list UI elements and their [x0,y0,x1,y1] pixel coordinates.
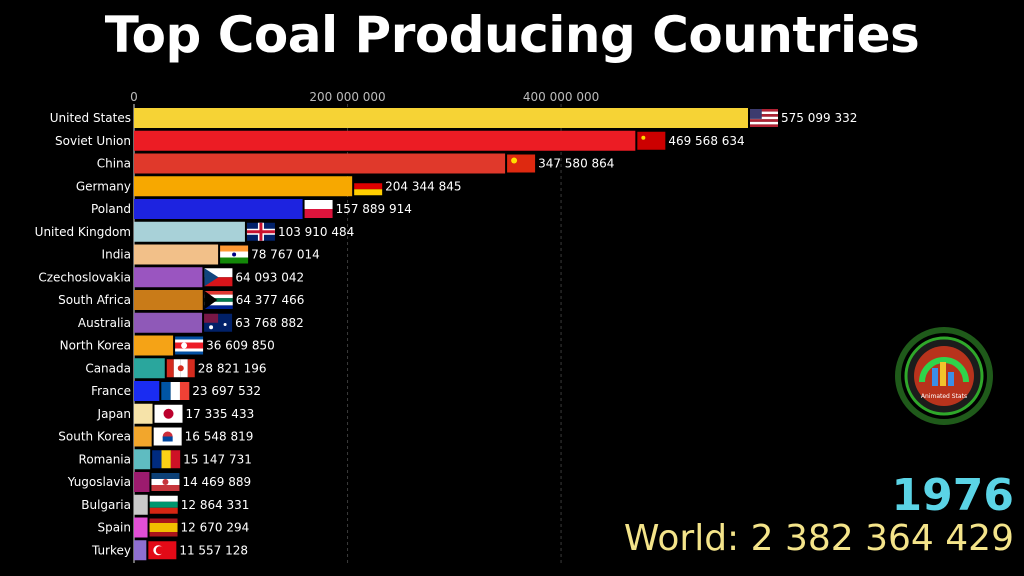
fr-flag-icon [161,382,190,400]
category-label: Romania [79,452,131,466]
bar [134,472,150,492]
bar [134,381,160,401]
cn-flag-icon [507,154,536,173]
tr-flag-icon [148,541,177,560]
category-label: Germany [76,179,131,193]
bg-flag-icon [149,495,178,514]
category-label: Yugoslavia [67,475,131,489]
us-flag-icon [750,109,778,127]
gb-flag-icon [246,222,275,241]
category-label: China [97,157,131,171]
bar [134,267,203,288]
kr-flag-icon [153,427,182,446]
category-label: Japan [97,407,131,421]
category-label: South Africa [58,293,131,307]
bar [134,290,203,310]
logo-text: Animated Stats [921,393,967,400]
value-label: 78 767 014 [251,248,320,262]
value-label: 36 609 850 [206,339,275,353]
value-label: 157 889 914 [336,202,412,216]
value-label: 23 697 532 [192,384,261,398]
bar [134,517,148,538]
category-label: South Korea [58,430,131,444]
bar [134,176,353,197]
category-label: Turkey [91,543,131,557]
bar [134,403,153,424]
category-label: Soviet Union [55,134,131,148]
value-label: 12 864 331 [181,498,250,512]
bar [134,108,748,128]
value-label: 14 469 889 [182,475,251,489]
bar [134,199,303,219]
jp-flag-icon [154,404,183,423]
in-flag-icon [220,245,249,264]
category-label: France [91,384,131,398]
za-flag-icon [204,291,233,309]
bar [134,244,219,265]
ro-flag-icon [152,450,181,469]
bar [134,358,165,379]
pl-flag-icon [304,200,333,218]
value-label: 204 344 845 [385,179,461,193]
value-label: 12 670 294 [181,521,250,535]
category-label: Poland [91,202,131,216]
x-tick-label: 400 000 000 [523,90,599,104]
bar [134,312,203,333]
page-title: Top Coal Producing Countries [104,6,920,64]
value-label: 11 557 128 [179,543,248,557]
value-label: 64 093 042 [235,270,304,284]
bar [134,494,148,515]
category-label: North Korea [60,339,131,353]
yu-flag-icon [151,473,180,491]
bar [134,426,152,447]
value-label: 347 580 864 [538,157,614,171]
kp-flag-icon [175,336,204,355]
au-flag-icon [204,313,233,332]
x-tick-label: 0 [130,90,138,104]
bar [134,221,245,242]
value-label: 28 821 196 [198,361,267,375]
bar [134,449,151,470]
year-label: 1976 [891,470,1014,521]
world-total-label: World: 2 382 364 429 [623,518,1014,559]
value-label: 64 377 466 [236,293,305,307]
category-label: Bulgaria [81,498,131,512]
animated-stats-logo: Animated Stats [895,327,993,425]
bar [134,540,147,561]
cz-flag-icon [204,268,233,287]
ca-flag-icon [166,359,195,378]
value-label: 575 099 332 [781,111,857,125]
bar [134,130,636,151]
bar [134,335,174,356]
de-flag-icon [354,177,383,196]
es-flag-icon [149,518,178,537]
category-label: United Kingdom [35,225,131,239]
value-label: 15 147 731 [183,452,252,466]
su-flag-icon [637,131,666,150]
x-tick-label: 200 000 000 [309,90,385,104]
bar [134,153,506,174]
category-label: United States [50,111,131,125]
value-label: 16 548 819 [185,430,254,444]
value-label: 63 768 882 [235,316,304,330]
category-label: Czechoslovakia [38,270,131,284]
value-label: 103 910 484 [278,225,354,239]
category-label: Canada [85,361,131,375]
category-label: India [102,248,131,262]
value-label: 17 335 433 [186,407,255,421]
value-label: 469 568 634 [668,134,744,148]
category-label: Spain [97,521,131,535]
category-label: Australia [78,316,131,330]
